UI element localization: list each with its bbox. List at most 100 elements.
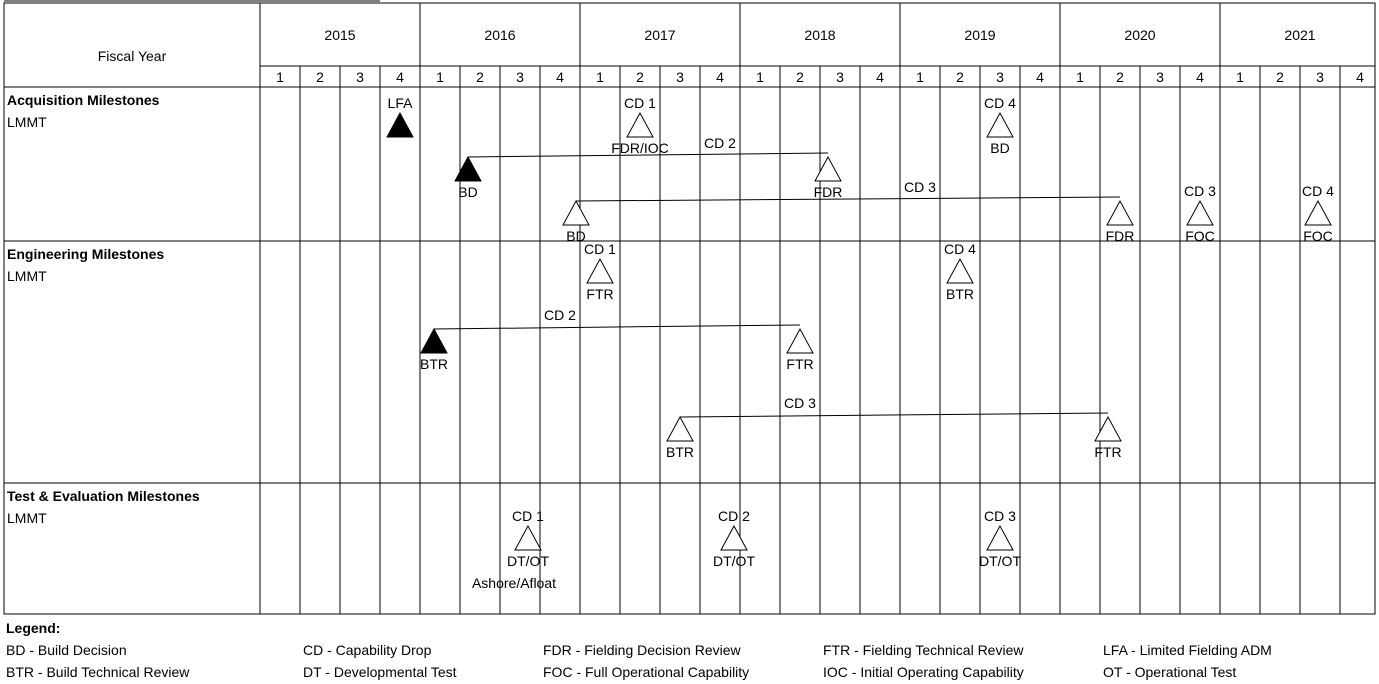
milestone-below-label: FDR/IOC [611,140,669,156]
quarter-label: 3 [516,69,524,85]
legend-item-foc: FOC - Full Operational Capability [543,664,750,680]
milestone-open-triangle [514,524,542,551]
milestone-open-triangle [1186,199,1214,226]
quarter-label: 2 [316,69,324,85]
quarter-label: 4 [876,69,884,85]
quarter-label: 3 [356,69,364,85]
connector-label: CD 3 [904,179,936,195]
fiscal-year-label: Fiscal Year [98,48,167,64]
quarter-label: 2 [796,69,804,85]
milestone-connector-line [467,152,829,158]
milestone-schedule-chart: Fiscal Year 2015 2016 2017 2018 2019 2020 2021 1… [3,0,1376,615]
year-label-2018: 2018 [804,27,835,43]
legend-item-dt: DT - Developmental Test [303,664,457,680]
quarter-label: 3 [836,69,844,85]
milestone-connector-line [575,196,1121,202]
milestone-open-triangle [946,257,974,284]
legend-item-ot: OT - Operational Test [1103,664,1237,680]
legend-item-btr: BTR - Build Technical Review [6,664,190,680]
milestone-below-label: BTR [946,286,974,302]
year-label-2016: 2016 [484,27,515,43]
quarter-label: 2 [1116,69,1124,85]
quarter-label: 4 [1036,69,1044,85]
milestone-above-label: CD 4 [984,95,1016,111]
milestone-above-label: CD 2 [718,508,750,524]
milestone-open-triangle [562,199,590,226]
quarter-label: 1 [1076,69,1084,85]
legend-item-ftr: FTR - Fielding Technical Review [823,642,1024,658]
legend-title: Legend: [6,620,61,636]
milestone-open-triangle [814,155,842,182]
quarter-label: 4 [716,69,724,85]
milestone-below-label: BTR [420,356,448,372]
quarter-label: 1 [436,69,444,85]
milestone-open-triangle [986,111,1014,138]
milestone-above-label: CD 4 [1302,183,1334,199]
milestone-above-label: CD 1 [584,241,616,257]
milestone-below-label: DT/OT [713,553,755,569]
section-title: Test & Evaluation Milestones [7,488,200,504]
year-label-2017: 2017 [644,27,675,43]
quarter-label: 4 [556,69,564,85]
milestone-open-triangle [1304,199,1332,226]
legend-item-bd: BD - Build Decision [6,642,127,658]
milestone-open-triangle [786,327,814,354]
milestone-above-label: CD 4 [944,241,976,257]
milestone-connector-line [433,324,801,330]
milestone-above-label: CD 1 [624,95,656,111]
connector-label: CD 3 [784,395,816,411]
quarter-label: 4 [1356,69,1364,85]
year-label-2015: 2015 [324,27,355,43]
milestone-above-label: CD 3 [1184,183,1216,199]
milestone-extra-label: Ashore/Afloat [472,575,556,591]
milestone-below-label: FTR [1094,444,1121,460]
connector-label: CD 2 [704,135,736,151]
section-subtitle: LMMT [7,268,47,284]
milestone-filled-triangle [420,327,448,354]
legend-item-cd: CD - Capability Drop [303,642,432,658]
milestone-filled-triangle [454,155,482,182]
section-title: Engineering Milestones [7,246,164,262]
section-title: Acquisition Milestones [7,92,160,108]
quarter-label: 2 [1276,69,1284,85]
year-label-2019: 2019 [964,27,995,43]
milestone-below-label: BD [458,184,477,200]
milestone-below-label: FTR [586,286,613,302]
quarter-label: 4 [396,69,404,85]
quarter-label: 2 [636,69,644,85]
quarter-label: 1 [276,69,284,85]
milestone-below-label: FOC [1185,228,1215,244]
milestone-below-label: FDR [814,184,843,200]
milestone-open-triangle [1094,415,1122,442]
section-subtitle: LMMT [7,510,47,526]
quarter-label: 2 [476,69,484,85]
legend: Legend: BD - Build Decision CD - Capabil… [0,616,1379,684]
quarter-label: 1 [916,69,924,85]
milestone-filled-triangle [386,111,414,138]
quarter-label: 3 [1316,69,1324,85]
quarter-label: 3 [996,69,1004,85]
milestone-below-label: BTR [666,444,694,460]
milestone-below-label: FDR [1106,228,1135,244]
quarter-label: 4 [1196,69,1204,85]
milestone-open-triangle [986,524,1014,551]
milestone-below-label: DT/OT [507,553,549,569]
milestone-above-label: LFA [388,95,414,111]
milestone-above-label: CD 1 [512,508,544,524]
quarter-label: 3 [676,69,684,85]
milestone-below-label: BD [566,228,585,244]
milestone-open-triangle [720,524,748,551]
quarter-label: 3 [1156,69,1164,85]
legend-item-lfa: LFA - Limited Fielding ADM [1103,642,1272,658]
table-border [3,2,1376,615]
quarter-label: 1 [596,69,604,85]
year-label-2021: 2021 [1284,27,1315,43]
milestone-open-triangle [626,111,654,138]
milestone-below-label: FTR [786,356,813,372]
legend-item-fdr: FDR - Fielding Decision Review [543,642,741,658]
milestone-open-triangle [666,415,694,442]
milestone-open-triangle [586,257,614,284]
milestone-connector-line [679,412,1109,418]
milestone-open-triangle [1106,199,1134,226]
milestone-below-label: DT/OT [979,553,1021,569]
